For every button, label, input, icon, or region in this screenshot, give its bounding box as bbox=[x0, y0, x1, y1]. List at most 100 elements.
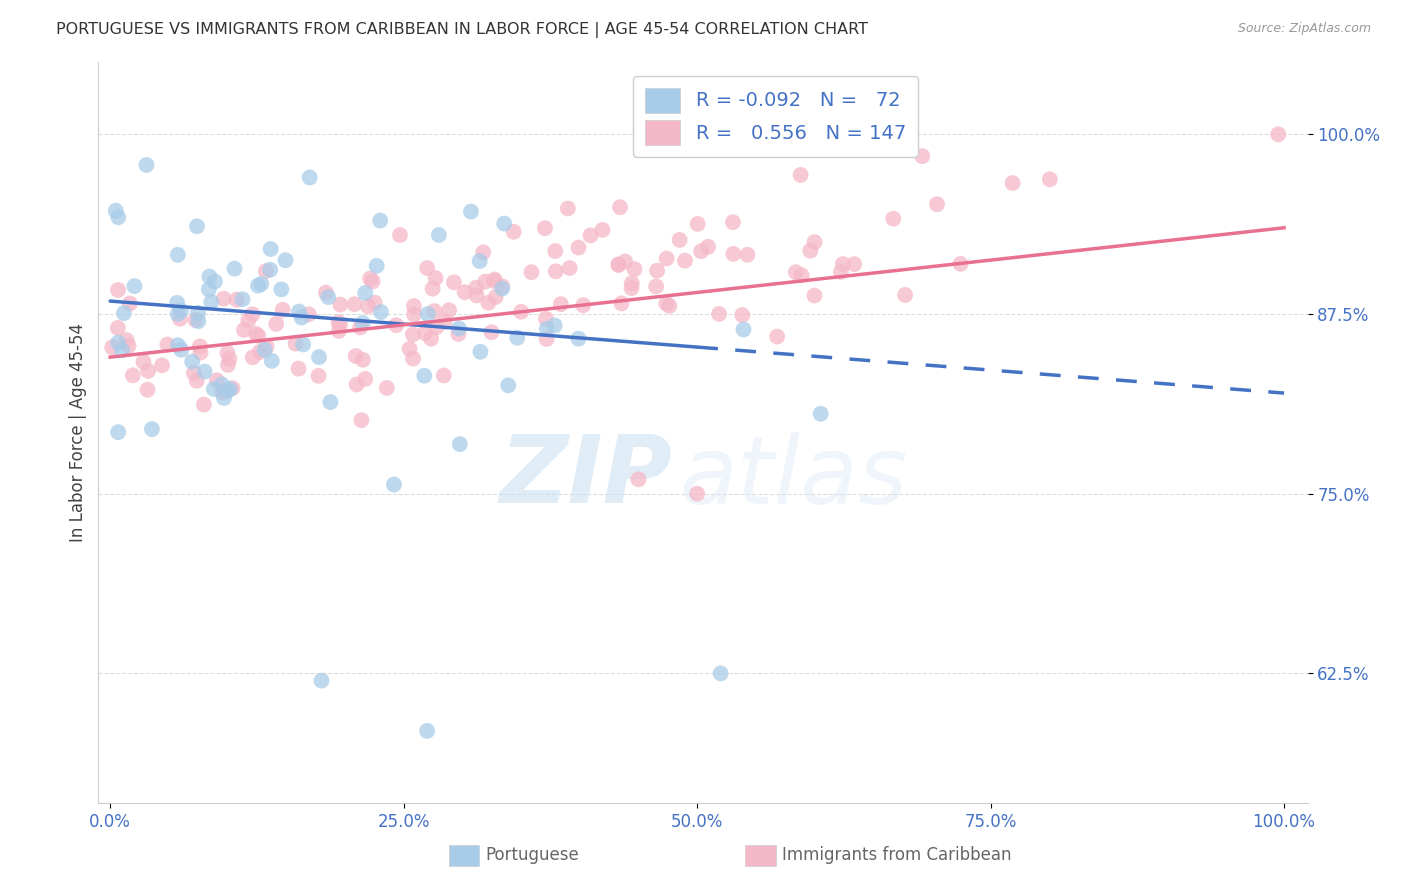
Point bbox=[136, 364, 159, 378]
Point bbox=[150, 359, 173, 373]
Point bbox=[710, 666, 733, 681]
Point bbox=[190, 345, 212, 359]
Point bbox=[534, 221, 557, 235]
Point bbox=[170, 303, 193, 318]
Point bbox=[194, 365, 217, 379]
Point bbox=[166, 296, 188, 310]
Point bbox=[1001, 176, 1024, 190]
Point bbox=[107, 283, 129, 297]
Point bbox=[274, 253, 297, 268]
Point bbox=[218, 351, 240, 366]
Point bbox=[166, 307, 188, 321]
Point bbox=[567, 332, 589, 346]
Point bbox=[211, 377, 233, 392]
Point bbox=[465, 280, 488, 294]
Point bbox=[655, 252, 678, 266]
Point bbox=[810, 407, 832, 421]
Point bbox=[121, 368, 143, 383]
Point bbox=[420, 332, 443, 346]
Point bbox=[620, 276, 643, 290]
Point bbox=[271, 302, 294, 317]
Point bbox=[212, 391, 235, 405]
Point bbox=[256, 339, 278, 353]
Point bbox=[166, 248, 188, 262]
Point bbox=[413, 326, 436, 340]
Point bbox=[361, 275, 384, 289]
Point bbox=[104, 203, 127, 218]
Text: Portuguese: Portuguese bbox=[485, 847, 579, 864]
Point bbox=[844, 257, 866, 271]
Point bbox=[292, 337, 315, 351]
Point bbox=[402, 299, 425, 313]
Point bbox=[690, 244, 713, 259]
FancyBboxPatch shape bbox=[449, 845, 479, 866]
Point bbox=[472, 245, 495, 260]
Point bbox=[790, 268, 813, 282]
Point bbox=[311, 673, 333, 688]
Point bbox=[115, 333, 138, 347]
Point bbox=[382, 477, 405, 491]
Point bbox=[477, 295, 499, 310]
Point bbox=[686, 217, 709, 231]
Point bbox=[494, 217, 516, 231]
Point bbox=[141, 422, 163, 436]
Point bbox=[225, 293, 247, 307]
Point bbox=[437, 303, 460, 318]
Point bbox=[925, 197, 948, 211]
FancyBboxPatch shape bbox=[745, 845, 776, 866]
Point bbox=[520, 265, 543, 279]
Point bbox=[212, 292, 235, 306]
Point bbox=[287, 361, 309, 376]
Point bbox=[557, 202, 579, 216]
Point bbox=[250, 277, 273, 291]
Point bbox=[721, 215, 744, 229]
Point bbox=[398, 342, 420, 356]
Point bbox=[260, 354, 283, 368]
Point bbox=[766, 329, 789, 343]
Point bbox=[224, 261, 246, 276]
Point bbox=[193, 398, 215, 412]
Point bbox=[1039, 172, 1062, 186]
Point bbox=[308, 368, 330, 383]
Point bbox=[731, 308, 754, 322]
Point bbox=[319, 395, 342, 409]
Point bbox=[217, 358, 239, 372]
Point bbox=[460, 204, 482, 219]
Point bbox=[416, 307, 439, 321]
Point bbox=[315, 285, 337, 300]
Point bbox=[534, 311, 557, 326]
Text: PORTUGUESE VS IMMIGRANTS FROM CARIBBEAN IN LABOR FORCE | AGE 45-54 CORRELATION C: PORTUGUESE VS IMMIGRANTS FROM CARIBBEAN … bbox=[56, 22, 869, 38]
Point bbox=[425, 271, 447, 285]
Point bbox=[186, 374, 208, 388]
Point bbox=[830, 265, 852, 279]
Point bbox=[592, 223, 614, 237]
Point bbox=[205, 373, 228, 387]
Point bbox=[413, 368, 436, 383]
Point bbox=[655, 296, 678, 310]
Point bbox=[183, 366, 205, 380]
Point bbox=[579, 228, 602, 243]
Point bbox=[443, 275, 465, 289]
Point bbox=[645, 279, 668, 293]
Point bbox=[572, 298, 595, 312]
Point bbox=[803, 288, 825, 302]
Point bbox=[349, 320, 371, 334]
Point bbox=[433, 368, 456, 383]
Point bbox=[402, 327, 425, 342]
Point bbox=[346, 377, 368, 392]
Point bbox=[468, 254, 491, 268]
Point bbox=[427, 227, 450, 242]
Point bbox=[433, 315, 456, 329]
Point bbox=[375, 381, 398, 395]
Point bbox=[188, 339, 211, 353]
Point bbox=[416, 723, 439, 738]
Point bbox=[697, 240, 720, 254]
Point bbox=[484, 290, 506, 304]
Point bbox=[544, 318, 567, 333]
Point bbox=[422, 282, 444, 296]
Point bbox=[112, 306, 135, 320]
Point bbox=[614, 254, 637, 268]
Point bbox=[723, 247, 745, 261]
Point bbox=[491, 279, 513, 293]
Point bbox=[298, 170, 321, 185]
